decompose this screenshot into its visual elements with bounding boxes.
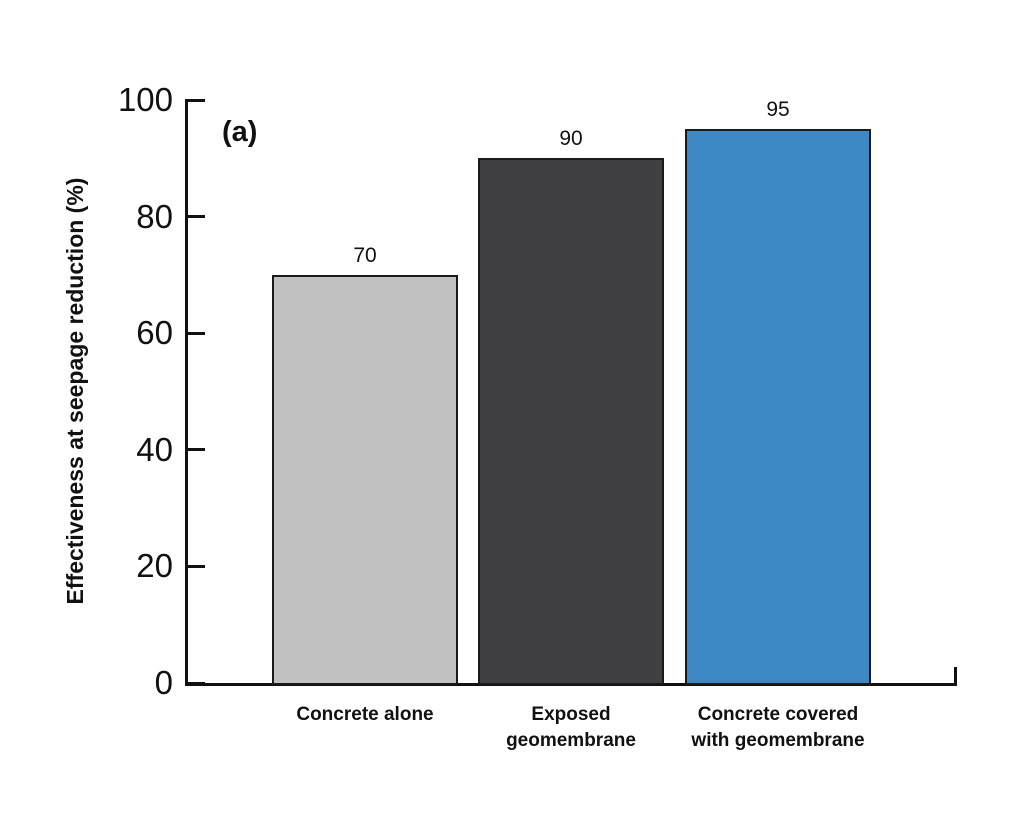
y-tick-label: 60 — [136, 314, 173, 352]
bar — [272, 274, 458, 685]
y-tick — [185, 98, 205, 102]
bar-category-label-line: Concrete alone — [296, 704, 434, 725]
y-tick — [185, 215, 205, 219]
y-axis-line — [185, 100, 188, 686]
bar-category-label: Concrete covered with geomembrane — [648, 702, 908, 754]
bar-value-label: 70 — [353, 243, 377, 267]
bar-category-label: Exposed geomembrane — [441, 702, 701, 754]
bar-value-label: 90 — [559, 127, 583, 151]
y-tick — [185, 448, 205, 452]
bar-value-label: 95 — [766, 98, 790, 122]
bar-category-label-line: with geomembrane — [691, 730, 865, 751]
y-tick-label: 0 — [154, 664, 173, 701]
bar — [478, 158, 664, 685]
y-tick-label: 100 — [117, 81, 173, 118]
y-tick — [185, 564, 205, 568]
y-axis-title: Effectiveness at seepage reduction (%) — [62, 177, 88, 605]
bar — [685, 129, 871, 685]
y-tick-label: 80 — [136, 197, 173, 235]
y-tick-label: 40 — [136, 430, 173, 468]
y-tick — [185, 331, 205, 335]
panel-label: (a) — [222, 116, 258, 148]
y-tick-label: 20 — [136, 547, 173, 585]
bar-category-label: Concrete alone — [235, 702, 495, 728]
bar-category-label-line: geomembrane — [506, 730, 636, 751]
bar-category-label-line: Concrete covered — [697, 704, 859, 725]
y-tick — [185, 681, 205, 685]
bar-category-label-line: Exposed — [531, 704, 611, 725]
x-axis-end-tick — [954, 667, 957, 686]
